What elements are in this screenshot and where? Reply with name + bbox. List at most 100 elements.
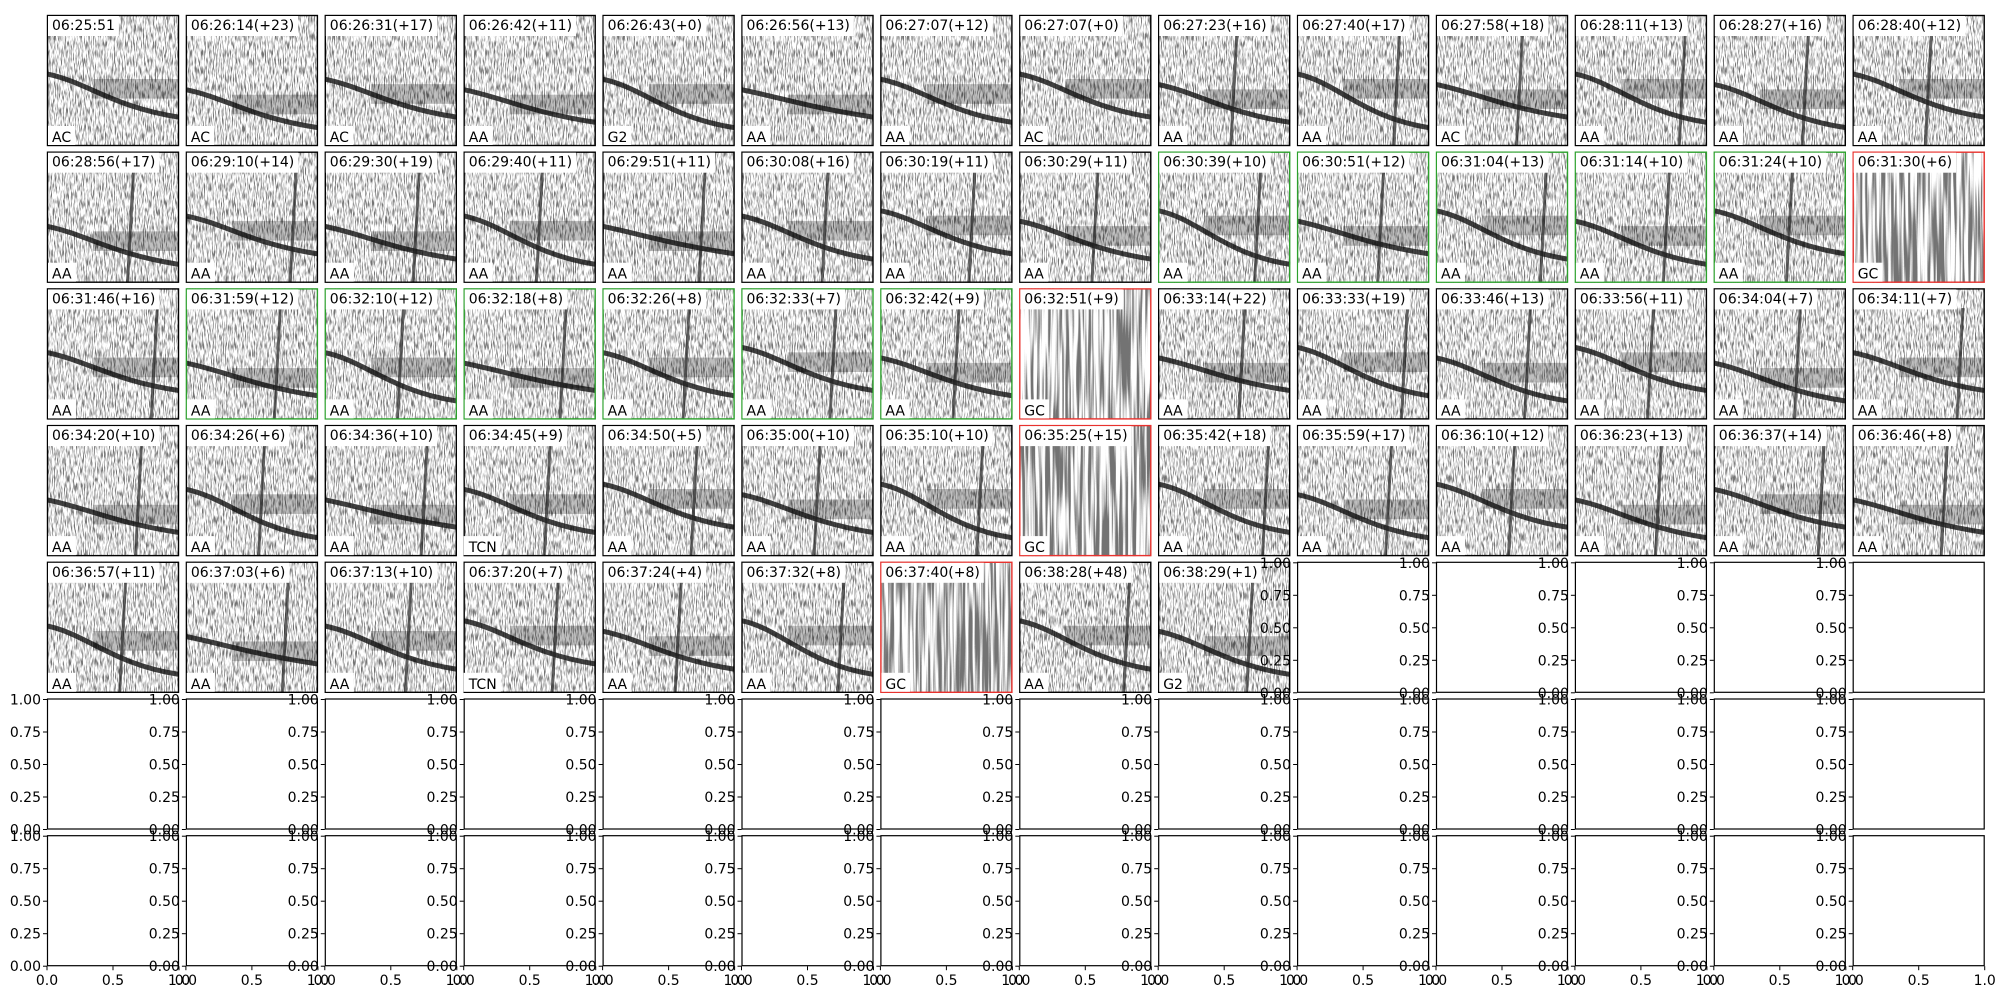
spectrogram-panel: 06:26:14(+23) AC	[185, 14, 319, 147]
y-tick-label: 0.00	[1260, 686, 1291, 702]
spectrogram-panel: 06:30:51(+12) AA	[1296, 151, 1430, 283]
label-bg	[742, 262, 771, 282]
x-tick-label: 0.5	[519, 973, 541, 989]
y-tick-label: 1.00	[1677, 556, 1708, 572]
y-tick-label: 0.25	[1399, 653, 1430, 669]
harmonic-band	[1482, 362, 1568, 383]
y-tick-label: 0.75	[1260, 862, 1291, 878]
x-tick-label: 0.5	[380, 973, 402, 989]
harmonic-band	[232, 641, 318, 662]
axes-frame	[1574, 698, 1708, 830]
harmonic-band	[787, 220, 874, 241]
spectrogram-noise	[602, 288, 735, 420]
panel-label: AA	[1580, 403, 1600, 419]
axes-frame	[1158, 698, 1291, 830]
call-trace	[602, 481, 735, 530]
label-bg	[1575, 399, 1604, 419]
panel-time: 06:29:10(+14)	[191, 155, 294, 171]
spectrogram-panel: 06:35:10(+10) AA	[880, 424, 1013, 557]
label-bg	[1020, 536, 1050, 556]
call-trace	[880, 355, 1013, 399]
panel-border	[324, 561, 457, 693]
y-tick-label: 1.00	[1260, 693, 1291, 709]
empty-axes: 0.00 0.25 0.50 0.75 1.00	[565, 693, 735, 839]
upsweep	[828, 307, 838, 420]
spectrogram-noise	[741, 15, 874, 146]
spectrogram-noise	[324, 425, 457, 557]
call-trace	[324, 497, 457, 530]
y-tick-label: 0.50	[1399, 758, 1430, 774]
y-tick-label: 0.00	[149, 823, 180, 839]
y-tick-label: 0.50	[982, 758, 1013, 774]
upsweep	[558, 307, 568, 420]
y-tick-label: 0.50	[1260, 621, 1291, 637]
label-bg	[1298, 399, 1327, 419]
panel-border	[741, 424, 874, 557]
panel-label: AA	[330, 267, 350, 283]
label-bg	[48, 152, 160, 173]
harmonic-band	[371, 231, 457, 252]
panel-border	[1852, 424, 1985, 557]
spectrogram-panel: 06:35:42(+18) AA	[1157, 424, 1291, 557]
label-bg	[881, 289, 984, 310]
label-bg	[1853, 536, 1882, 556]
y-tick-label: 0.25	[1121, 790, 1152, 806]
panel-border	[463, 424, 596, 557]
empty-axes: 0.00 0.25 0.50 0.75 1.00 0.0 0.5 1.0	[1677, 829, 1857, 989]
panel-border	[46, 288, 180, 420]
call-trace	[1158, 481, 1291, 535]
label-bg	[1714, 399, 1743, 419]
label-bg	[1298, 16, 1410, 36]
spectrogram-panel: 06:27:40(+17) AA	[1296, 14, 1430, 147]
panel-time: 06:26:56(+13)	[747, 18, 850, 34]
x-tick-label: 0.0	[591, 973, 613, 989]
x-tick-label: 0.5	[1769, 973, 1791, 989]
panel-label: AC	[1441, 130, 1460, 146]
y-tick-label: 0.25	[149, 927, 180, 943]
harmonic-band	[1760, 494, 1846, 514]
y-tick-label: 1.00	[1399, 829, 1430, 845]
panel-time: 06:28:56(+17)	[52, 155, 155, 171]
panel-border	[46, 151, 180, 283]
harmonic-band	[1621, 226, 1707, 246]
panel-border	[741, 151, 874, 283]
y-tick-label: 0.50	[982, 894, 1013, 910]
label-bg	[325, 16, 438, 36]
panel-label: AA	[1858, 130, 1878, 146]
panel-time: 06:37:13(+10)	[330, 565, 433, 581]
axes-frame	[463, 835, 596, 967]
y-tick-label: 1.00	[1538, 829, 1569, 845]
label-bg	[1437, 289, 1549, 310]
x-tick-label: 1.0	[1974, 973, 1996, 989]
harmonic-band	[1343, 226, 1430, 246]
spectrogram-noise	[1019, 288, 1152, 420]
panel-border	[1713, 14, 1847, 147]
label-bg	[1159, 152, 1271, 173]
panel-border	[602, 424, 735, 557]
x-tick-label: 1.0	[1557, 973, 1579, 989]
spectrogram-panel: 06:34:36(+10) AA	[324, 424, 457, 557]
spectrogram-panel: 06:32:18(+8) AA	[463, 288, 596, 420]
empty-axes: 0.00 0.25 0.50 0.75 1.00 0.0 0.5 1.0	[843, 829, 1023, 989]
x-tick-label: 1.0	[1001, 973, 1023, 989]
label-bg	[742, 126, 771, 145]
call-trace	[1436, 481, 1568, 530]
y-tick-label: 1.00	[704, 693, 735, 709]
upsweep	[1515, 34, 1525, 146]
x-tick-label: 0.0	[1008, 973, 1030, 989]
panel-time: 06:27:07(+0)	[1024, 18, 1118, 34]
panel-label: AA	[1302, 540, 1322, 556]
y-tick-label: 0.50	[10, 758, 41, 774]
panel-border	[1157, 561, 1291, 693]
panel-label: G2	[1163, 677, 1183, 693]
label-bg	[1437, 16, 1549, 36]
panel-border	[46, 424, 180, 557]
call-trace	[47, 223, 179, 267]
panel-label: TCN	[468, 677, 497, 693]
y-tick-label: 0.75	[149, 725, 180, 741]
label-bg	[1298, 536, 1327, 556]
spectrogram-panel: 06:35:59(+17) AA	[1296, 424, 1430, 557]
label-bg	[881, 426, 993, 447]
harmonic-band	[787, 625, 874, 646]
label-bg	[1020, 399, 1050, 419]
